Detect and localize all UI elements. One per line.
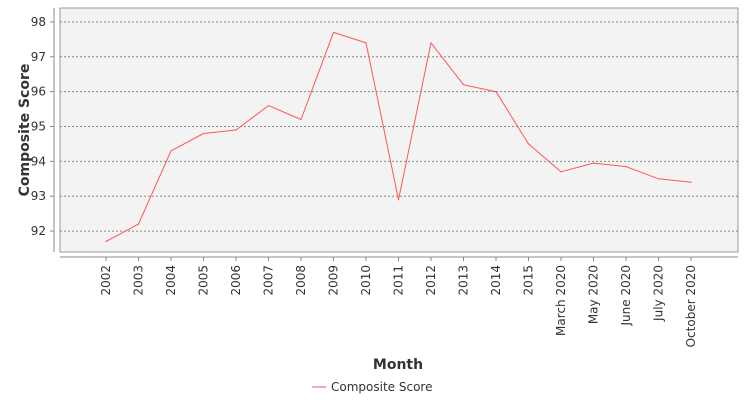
data-point xyxy=(300,118,302,121)
x-tick-label: 2006 xyxy=(229,265,243,296)
data-point xyxy=(105,240,107,243)
x-axis-title: Month xyxy=(373,357,423,373)
x-tick-label: 2011 xyxy=(392,265,406,296)
data-point xyxy=(332,31,335,33)
data-point xyxy=(397,199,400,201)
x-tick-label: 2013 xyxy=(457,265,471,296)
data-point xyxy=(170,150,172,152)
data-point xyxy=(462,84,465,86)
data-point xyxy=(690,181,692,183)
x-tick-label: 2015 xyxy=(522,265,536,296)
data-point xyxy=(592,162,595,164)
x-tick-label: 2007 xyxy=(262,265,276,296)
x-tick-label: 2002 xyxy=(99,265,113,296)
y-axis-title: Composite Score xyxy=(17,64,33,197)
y-tick-label: 98 xyxy=(31,15,46,29)
y-tick-label: 93 xyxy=(31,189,46,203)
y-axis-ticks: 92 93 94 95 96 97 98 xyxy=(31,15,54,238)
x-tick-label: 2014 xyxy=(489,265,503,296)
x-tick-label: October 2020 xyxy=(684,265,698,347)
data-point xyxy=(235,129,237,131)
data-point xyxy=(527,143,530,145)
data-point xyxy=(495,91,497,93)
x-tick-label: 2010 xyxy=(359,265,373,296)
legend: Composite Score xyxy=(312,380,432,394)
x-tick-label: June 2020 xyxy=(619,265,633,327)
y-tick-label: 96 xyxy=(31,85,46,99)
plot-area xyxy=(59,7,739,253)
data-point xyxy=(560,171,562,173)
data-point xyxy=(202,132,205,135)
data-point xyxy=(137,223,140,225)
grid-lines xyxy=(60,21,738,232)
x-tick-label: July 2020 xyxy=(652,265,666,322)
x-tick-label: 2012 xyxy=(424,265,438,296)
y-tick-label: 92 xyxy=(31,224,46,238)
data-point xyxy=(430,42,432,44)
x-tick-label: May 2020 xyxy=(587,265,601,324)
x-axis-ticks: 2002 2003 2004 2005 2006 2007 2008 2009 2010 2011… xyxy=(99,257,698,347)
x-tick-label: 2009 xyxy=(327,265,341,296)
data-point xyxy=(267,105,270,107)
series-lines xyxy=(105,31,692,243)
x-tick-label: March 2020 xyxy=(554,265,568,336)
data-point xyxy=(625,166,627,168)
legend-label: Composite Score xyxy=(331,380,432,394)
y-tick-label: 94 xyxy=(31,154,46,168)
data-point xyxy=(365,42,367,44)
y-tick-label: 95 xyxy=(31,120,46,134)
x-tick-label: 2005 xyxy=(197,265,211,296)
x-tick-label: 2004 xyxy=(164,265,178,296)
x-tick-label: 2003 xyxy=(132,265,146,296)
x-tick-label: 2008 xyxy=(294,265,308,296)
y-tick-label: 97 xyxy=(31,50,46,64)
data-point xyxy=(657,178,660,180)
